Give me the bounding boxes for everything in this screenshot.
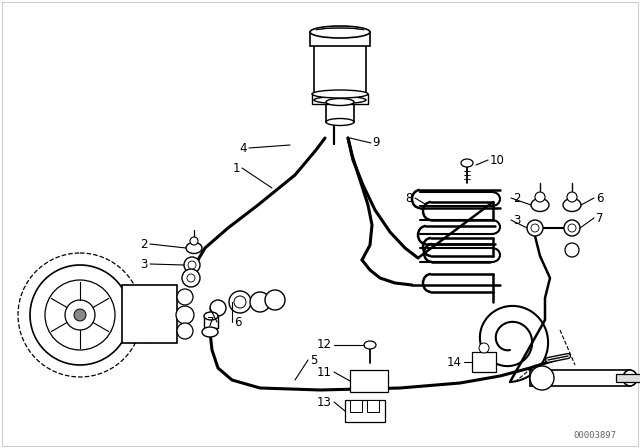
- Ellipse shape: [314, 96, 366, 103]
- Text: 4: 4: [239, 142, 247, 155]
- Text: 7: 7: [207, 315, 215, 328]
- Bar: [204, 316, 218, 328]
- Circle shape: [535, 192, 545, 202]
- Circle shape: [265, 290, 285, 310]
- Text: 12: 12: [317, 339, 332, 352]
- Ellipse shape: [312, 90, 368, 98]
- Circle shape: [210, 300, 226, 316]
- Text: 5: 5: [310, 353, 317, 366]
- Ellipse shape: [202, 327, 218, 337]
- Ellipse shape: [186, 242, 202, 254]
- Circle shape: [182, 269, 200, 287]
- Text: 11: 11: [317, 366, 332, 379]
- Bar: [345, 400, 385, 422]
- Circle shape: [568, 224, 576, 232]
- Ellipse shape: [364, 341, 376, 349]
- Text: 6: 6: [234, 315, 241, 328]
- Bar: [472, 352, 496, 372]
- Ellipse shape: [204, 312, 218, 320]
- Circle shape: [184, 257, 200, 273]
- Bar: [367, 400, 379, 412]
- Ellipse shape: [461, 159, 473, 167]
- Circle shape: [177, 323, 193, 339]
- Ellipse shape: [563, 198, 581, 211]
- Text: 9: 9: [372, 137, 380, 150]
- Ellipse shape: [310, 26, 370, 38]
- Ellipse shape: [531, 198, 549, 211]
- Text: 8: 8: [406, 191, 413, 204]
- Circle shape: [527, 220, 543, 236]
- Ellipse shape: [623, 370, 637, 386]
- Text: 3: 3: [513, 214, 520, 227]
- Text: 14: 14: [447, 356, 462, 369]
- Circle shape: [479, 343, 489, 353]
- Text: 10: 10: [490, 154, 505, 167]
- Circle shape: [30, 265, 130, 365]
- Bar: [326, 102, 354, 122]
- Circle shape: [177, 289, 193, 305]
- Bar: [616, 374, 640, 382]
- Circle shape: [530, 366, 554, 390]
- Bar: [350, 400, 362, 412]
- Circle shape: [564, 220, 580, 236]
- Circle shape: [565, 243, 579, 257]
- Circle shape: [176, 306, 194, 324]
- Bar: [310, 32, 370, 46]
- Bar: [350, 370, 388, 392]
- Circle shape: [234, 296, 246, 308]
- Bar: [530, 370, 630, 386]
- Text: 1: 1: [232, 161, 240, 175]
- Bar: [314, 40, 366, 100]
- Ellipse shape: [326, 99, 354, 105]
- Ellipse shape: [326, 119, 354, 125]
- Circle shape: [188, 261, 196, 269]
- Circle shape: [229, 291, 251, 313]
- Text: 7: 7: [596, 211, 604, 224]
- Circle shape: [74, 309, 86, 321]
- Circle shape: [65, 300, 95, 330]
- Text: 2: 2: [513, 191, 520, 204]
- Circle shape: [531, 224, 539, 232]
- Circle shape: [190, 237, 198, 245]
- Text: 6: 6: [596, 191, 604, 204]
- Bar: [122, 285, 177, 343]
- Text: 13: 13: [317, 396, 332, 409]
- Circle shape: [567, 192, 577, 202]
- Circle shape: [250, 292, 270, 312]
- Text: 3: 3: [141, 258, 148, 271]
- Bar: [312, 94, 368, 104]
- Text: 2: 2: [141, 237, 148, 250]
- Circle shape: [45, 280, 115, 350]
- Text: 00003897: 00003897: [573, 431, 616, 440]
- Circle shape: [187, 274, 195, 282]
